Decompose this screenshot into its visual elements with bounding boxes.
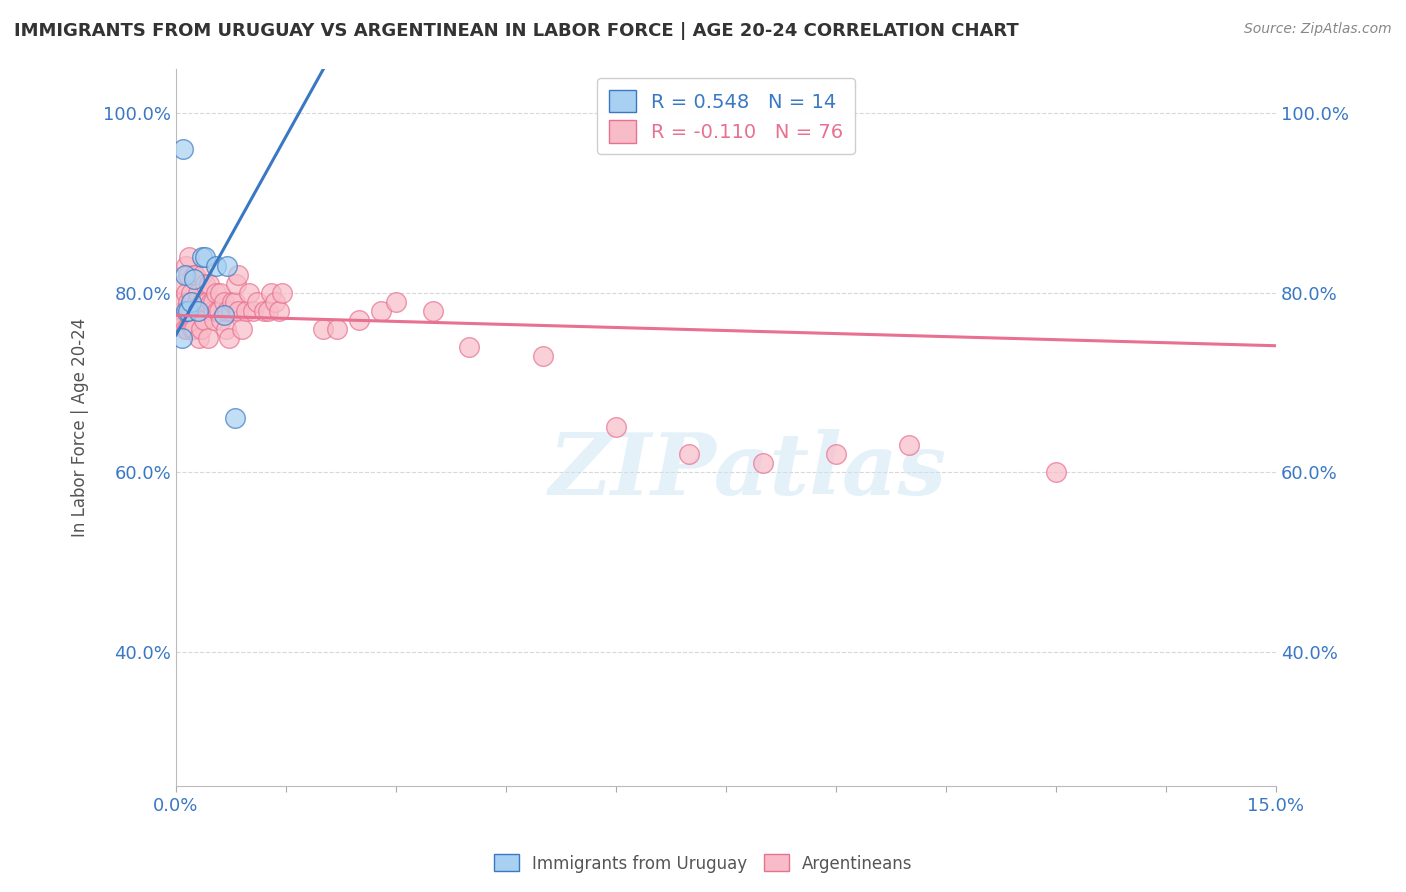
Text: IMMIGRANTS FROM URUGUAY VS ARGENTINEAN IN LABOR FORCE | AGE 20-24 CORRELATION CH: IMMIGRANTS FROM URUGUAY VS ARGENTINEAN I… [14, 22, 1019, 40]
Point [177, 268, 200, 282]
Point [186, 294, 208, 309]
Point [194, 250, 217, 264]
Point [228, 268, 250, 282]
Point [180, 303, 202, 318]
Point [212, 294, 235, 309]
Point [1045, 465, 1067, 479]
Point [183, 272, 205, 286]
Point [751, 456, 773, 470]
Point [200, 294, 222, 309]
Point [385, 294, 408, 309]
Point [267, 303, 290, 318]
Point [226, 303, 249, 318]
Point [212, 308, 235, 322]
Point [172, 312, 194, 326]
Point [205, 285, 228, 300]
Point [174, 303, 197, 318]
Point [174, 259, 197, 273]
Point [179, 303, 201, 318]
Point [201, 303, 224, 318]
Point [190, 294, 212, 309]
Point [170, 312, 193, 326]
Point [422, 303, 444, 318]
Point [179, 250, 201, 264]
Point [187, 285, 209, 300]
Point [184, 268, 207, 282]
Point [311, 321, 333, 335]
Point [208, 285, 231, 300]
Point [193, 312, 215, 326]
Point [205, 303, 228, 318]
Point [172, 142, 194, 156]
Point [224, 411, 246, 425]
Point [898, 438, 921, 452]
Point [678, 447, 700, 461]
Legend: Immigrants from Uruguay, Argentineans: Immigrants from Uruguay, Argentineans [486, 847, 920, 880]
Point [215, 321, 238, 335]
Point [190, 321, 212, 335]
Point [202, 312, 225, 326]
Point [177, 303, 200, 318]
Point [198, 277, 221, 291]
Point [326, 321, 349, 335]
Point [195, 294, 218, 309]
Point [181, 321, 204, 335]
Point [205, 259, 228, 273]
Point [235, 303, 257, 318]
Point [370, 303, 392, 318]
Legend: R = 0.548   N = 14, R = -0.110   N = 76: R = 0.548 N = 14, R = -0.110 N = 76 [598, 78, 855, 154]
Point [224, 294, 246, 309]
Point [172, 277, 194, 291]
Point [190, 250, 212, 264]
Point [217, 303, 239, 318]
Point [176, 321, 198, 335]
Point [271, 285, 294, 300]
Point [238, 285, 260, 300]
Point [181, 294, 204, 309]
Point [177, 294, 200, 309]
Point [172, 303, 194, 318]
Point [246, 294, 269, 309]
Point [211, 312, 233, 326]
Point [172, 294, 194, 309]
Point [218, 331, 240, 345]
Point [183, 268, 205, 282]
Point [605, 420, 627, 434]
Point [221, 294, 243, 309]
Point [458, 340, 481, 354]
Point [531, 349, 554, 363]
Point [260, 285, 283, 300]
Point [217, 259, 239, 273]
Point [187, 303, 209, 318]
Point [825, 447, 848, 461]
Point [180, 294, 202, 309]
Point [180, 285, 202, 300]
Point [173, 268, 195, 282]
Point [191, 268, 214, 282]
Point [256, 303, 278, 318]
Point [183, 321, 205, 335]
Text: ZIPatlas: ZIPatlas [548, 429, 948, 512]
Point [188, 331, 211, 345]
Point [219, 303, 242, 318]
Point [207, 303, 229, 318]
Point [242, 303, 264, 318]
Text: Source: ZipAtlas.com: Source: ZipAtlas.com [1244, 22, 1392, 37]
Point [174, 285, 197, 300]
Point [201, 294, 224, 309]
Point [173, 321, 195, 335]
Point [194, 277, 217, 291]
Point [231, 321, 253, 335]
Point [197, 331, 219, 345]
Y-axis label: In Labor Force | Age 20-24: In Labor Force | Age 20-24 [72, 318, 89, 537]
Point [170, 331, 193, 345]
Point [225, 277, 247, 291]
Point [349, 312, 371, 326]
Point [253, 303, 276, 318]
Point [187, 303, 209, 318]
Point [264, 294, 287, 309]
